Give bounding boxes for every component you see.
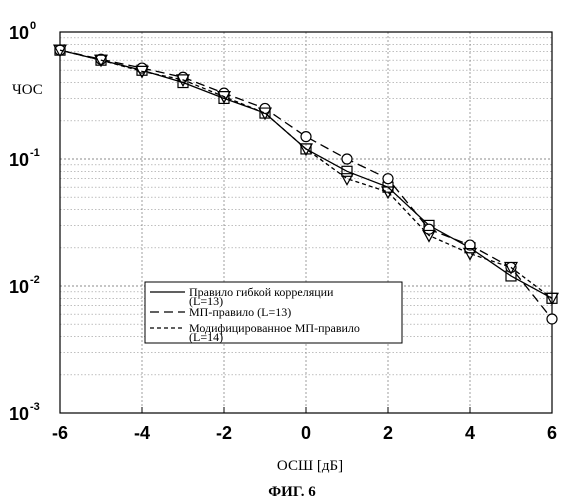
y-tick-exponent: -3 [30,401,40,413]
y-tick-base: 10 [9,23,29,43]
x-tick-label: 0 [301,423,311,443]
x-tick-label: -2 [216,423,232,443]
legend: Правило гибкой корреляции(L=13)МП-правил… [145,282,402,344]
x-tick-label: -4 [134,423,150,443]
y-tick-label: 10-3 [9,401,40,424]
y-tick-base: 10 [9,150,29,170]
x-axis-label: ОСШ [дБ] [277,458,343,474]
y-tick-base: 10 [9,277,29,297]
x-tick-label: 2 [383,423,393,443]
y-axis-label: ЧОС [12,82,43,98]
data-point-circle [424,224,434,234]
x-tick-label: -6 [52,423,68,443]
legend-label: МП-правило (L=13) [189,305,291,319]
grid [60,32,552,413]
data-point-circle [342,154,352,164]
data-point-circle [383,174,393,184]
y-tick-label: 10-2 [9,274,40,297]
data-point-circle [547,314,557,324]
y-tick-label: 100 [9,20,36,43]
y-tick-base: 10 [9,404,29,424]
x-tick-label: 4 [465,423,475,443]
figure-caption: ФИГ. 6 [268,484,316,500]
legend-label-sub: (L=14) [189,330,223,344]
y-axis: 10010-110-210-3 [9,20,40,424]
y-tick-exponent: 0 [30,20,36,32]
y-tick-exponent: -2 [30,274,40,286]
data-point-triangle [341,174,353,185]
data-point-circle [178,72,188,82]
x-tick-label: 6 [547,423,557,443]
data-point-circle [301,132,311,142]
y-tick-exponent: -1 [30,147,40,159]
y-tick-label: 10-1 [9,147,40,170]
